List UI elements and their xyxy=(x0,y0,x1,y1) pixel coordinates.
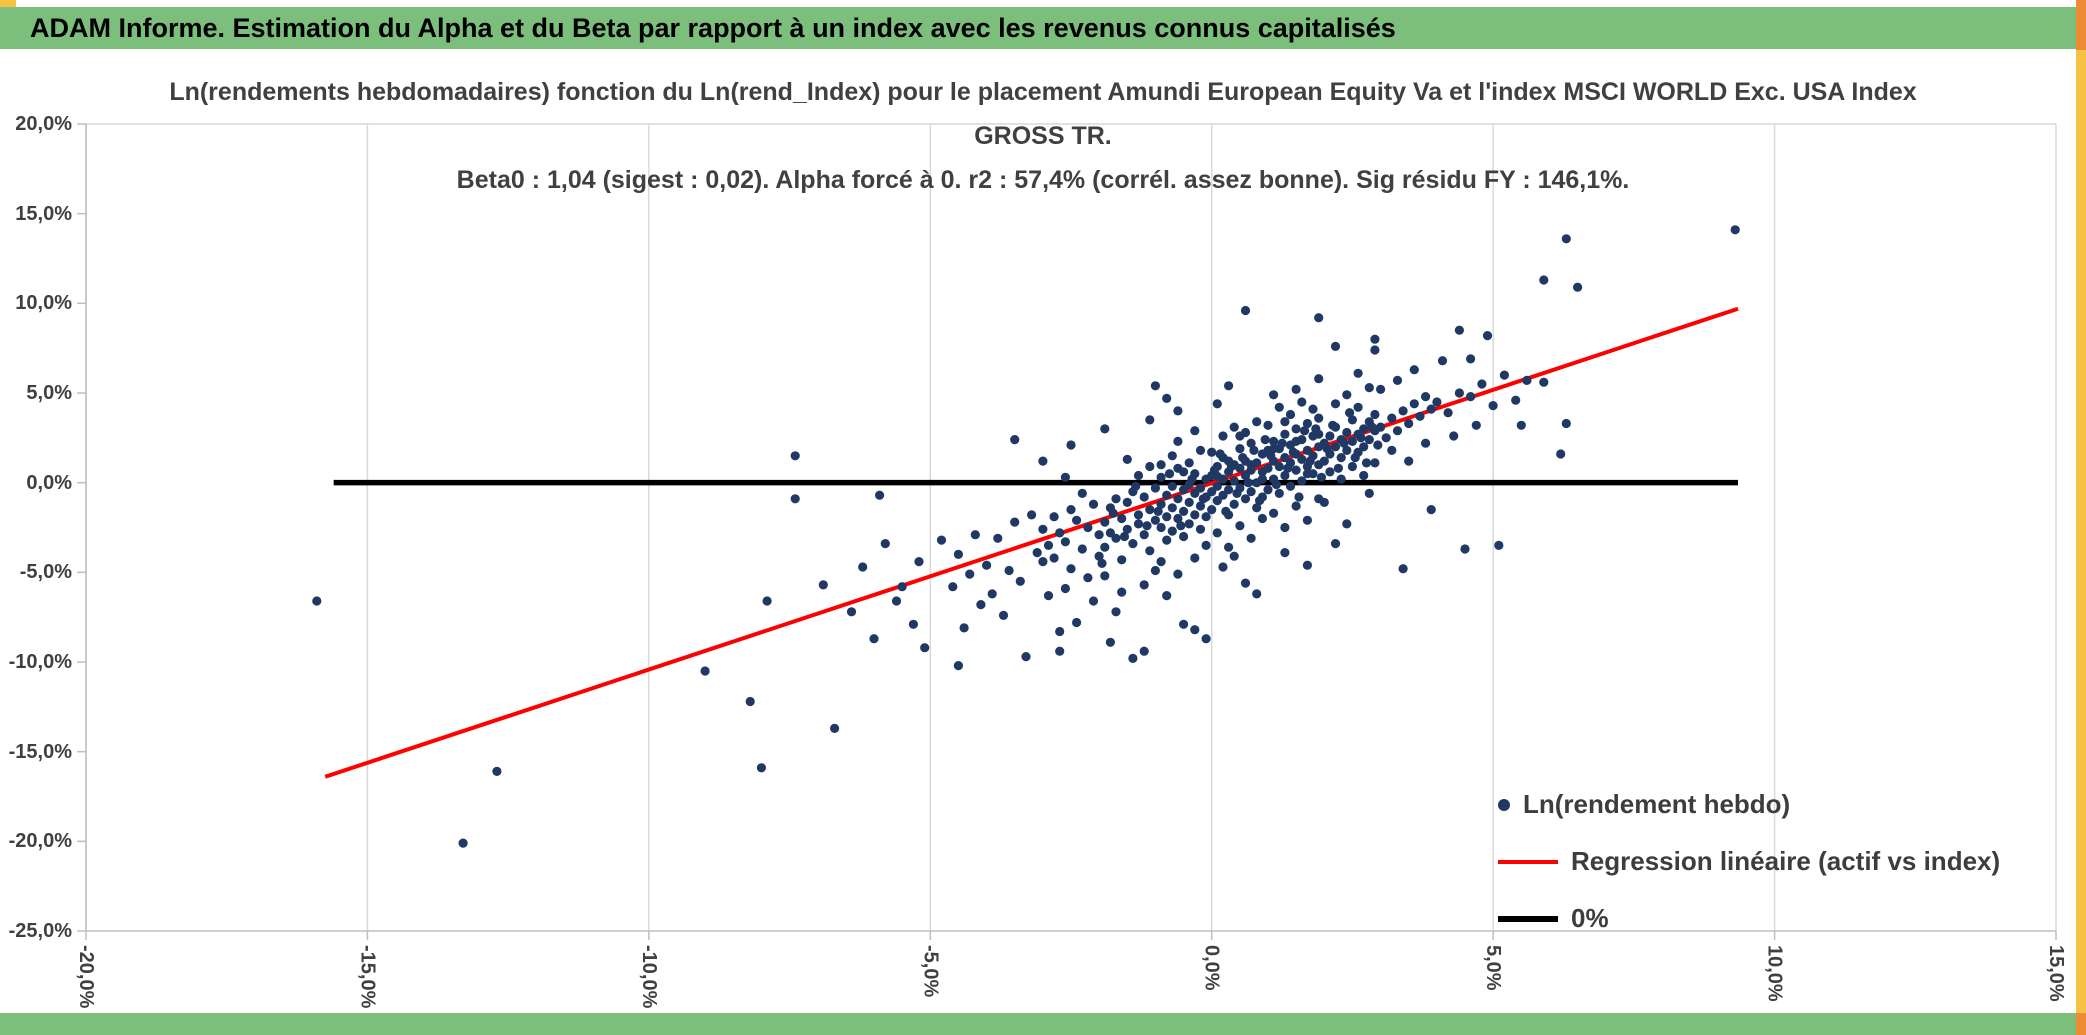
y-tick-label: 5,0% xyxy=(26,382,72,404)
header-title: ADAM Informe. Estimation du Alpha et du … xyxy=(30,12,1396,43)
x-tick-label: 15,0% xyxy=(2045,945,2067,1002)
y-tick-label: -15,0% xyxy=(8,740,72,763)
legend-entry: Ln(rendement hebdo) xyxy=(1498,776,2000,833)
series-line xyxy=(324,306,1739,779)
footer-bar xyxy=(0,1013,2076,1035)
legend-line-marker xyxy=(1498,915,1558,922)
x-tick-label: -15,0% xyxy=(356,945,379,1009)
right-edge-accent xyxy=(2076,0,2086,1035)
x-tick-label: 5,0% xyxy=(1482,945,1505,991)
scatter-series xyxy=(312,225,1740,848)
y-tick-label: -20,0% xyxy=(8,830,72,853)
y-tick-label: 10,0% xyxy=(15,292,72,315)
top-left-accent xyxy=(0,0,16,11)
legend-label: Regression linéaire (actif vs index) xyxy=(1571,846,2001,876)
chart-legend: Ln(rendement hebdo) Regression linéaire (… xyxy=(1498,776,2000,947)
y-tick-label: 20,0% xyxy=(15,113,72,135)
axes xyxy=(77,123,2057,940)
legend-dot-marker xyxy=(1498,798,1510,811)
y-tick-label: -10,0% xyxy=(8,651,72,673)
x-tick-label: 10,0% xyxy=(1763,945,1786,1002)
y-tick-label: 0,0% xyxy=(26,471,72,494)
right-edge-accent-bottom xyxy=(2076,1013,2086,1035)
plot-area xyxy=(77,123,2057,940)
x-tick-label: -20,0% xyxy=(75,945,97,1009)
x-tick-label: -10,0% xyxy=(637,945,660,1009)
legend-label: 0% xyxy=(1571,903,1609,933)
right-edge-accent-top xyxy=(2076,0,2086,50)
chart[interactable]: Ln(rendements hebdomadaires) fonction du… xyxy=(0,49,2076,1013)
legend-line-marker xyxy=(1498,859,1558,864)
x-tick-label: -5,0% xyxy=(919,945,942,998)
y-tick-label: 15,0% xyxy=(15,202,72,225)
header-bar: ADAM Informe. Estimation du Alpha et du … xyxy=(0,7,2076,49)
y-tick-label: -5,0% xyxy=(19,561,72,584)
y-tick-label: -25,0% xyxy=(8,920,72,942)
legend-entry: Regression linéaire (actif vs index) xyxy=(1498,833,2000,890)
legend-label: Ln(rendement hebdo) xyxy=(1523,789,1791,819)
x-tick-label: 0,0% xyxy=(1200,945,1223,991)
legend-entry: 0% xyxy=(1498,890,2000,947)
